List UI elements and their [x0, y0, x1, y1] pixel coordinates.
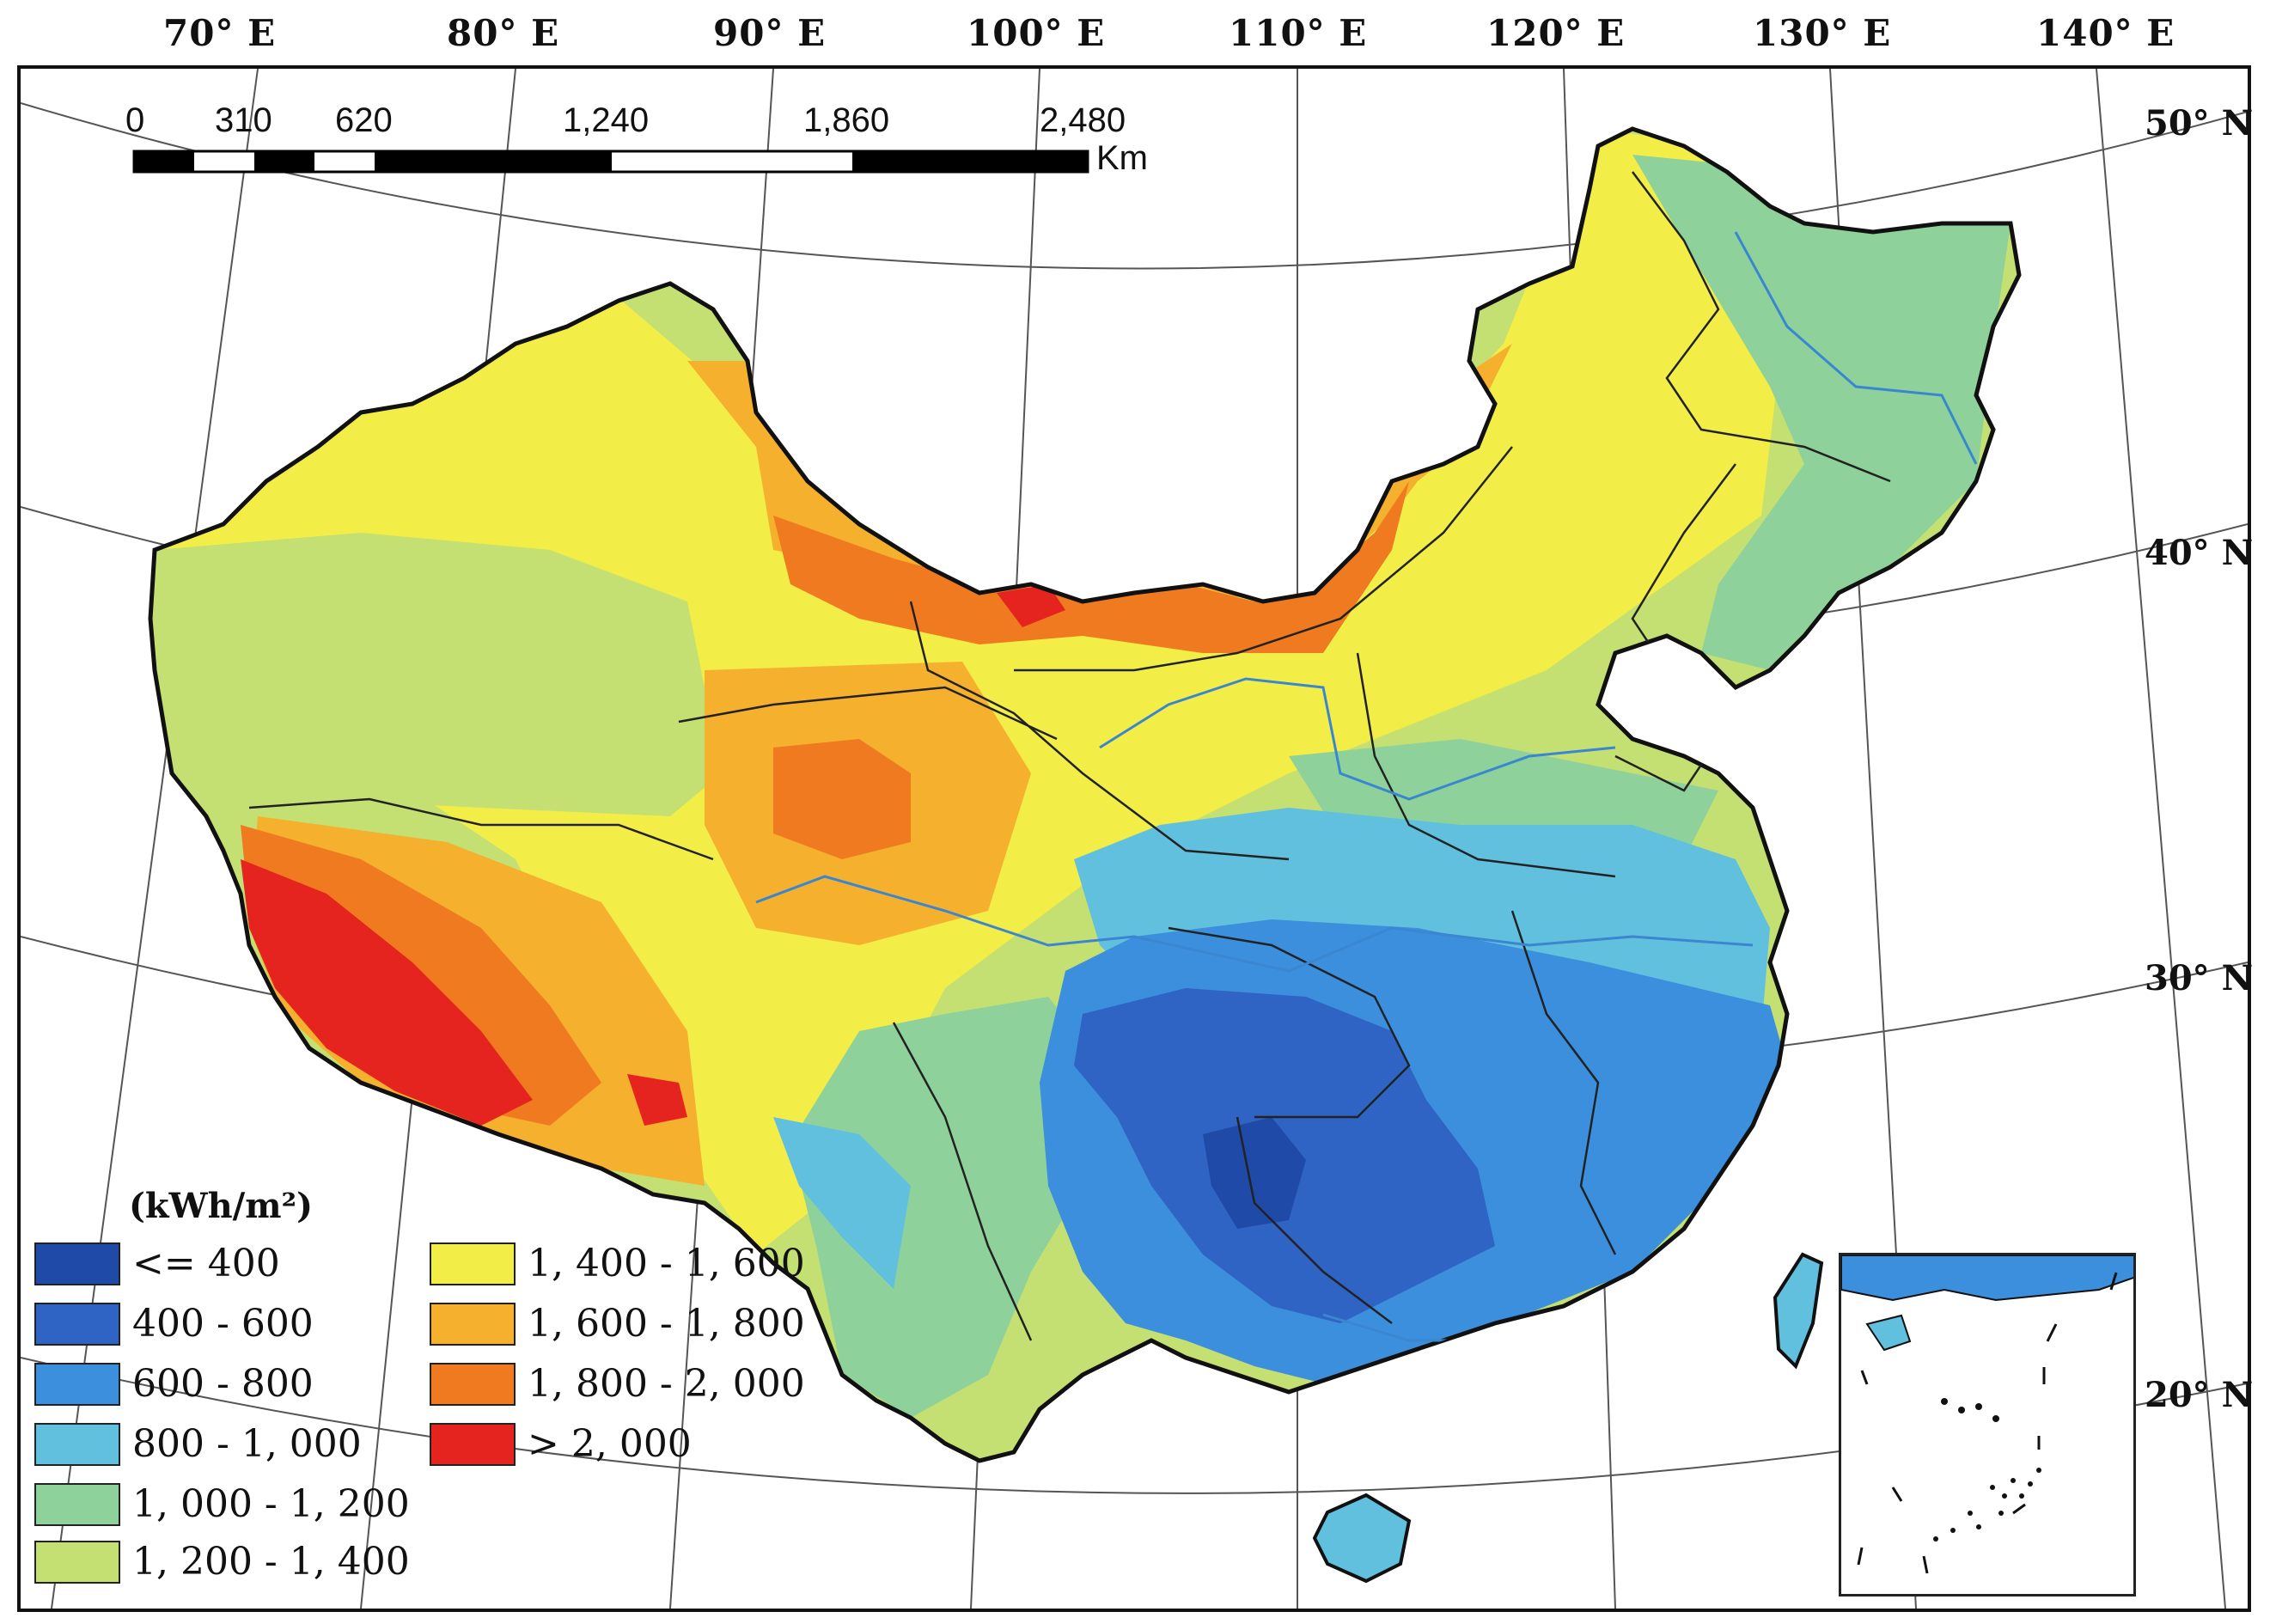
legend-label: 400 - 600 — [132, 1302, 314, 1346]
scale-tick-label: 1,240 — [563, 101, 650, 139]
longitude-label: 140° E — [2036, 12, 2175, 54]
latitude-label: 50° N — [2145, 103, 2254, 143]
legend-label: > 2, 000 — [528, 1422, 692, 1466]
legend-label: 800 - 1, 000 — [132, 1422, 362, 1466]
inset-map-graphic — [1841, 1255, 2133, 1574]
legend-title: (kWh/m²) — [129, 1186, 314, 1226]
legend-label: 1, 600 - 1, 800 — [528, 1302, 805, 1346]
legend-label: 600 - 800 — [132, 1362, 314, 1406]
legend-swatch — [430, 1362, 516, 1406]
hainan-island — [1312, 1493, 1412, 1584]
legend-label: 1, 000 - 1, 200 — [132, 1482, 410, 1526]
legend-item: 400 - 600 — [34, 1302, 314, 1346]
legend-swatch — [34, 1302, 120, 1346]
legend-swatch — [34, 1540, 120, 1584]
legend-swatch — [34, 1482, 120, 1526]
legend-item: > 2, 000 — [430, 1422, 692, 1466]
scale-tick-label: 0 — [125, 101, 145, 139]
legend-swatch — [34, 1362, 120, 1406]
longitude-label: 90° E — [713, 12, 827, 54]
longitude-label: 110° E — [1229, 12, 1368, 54]
legend-swatch — [430, 1302, 516, 1346]
scale-tick-label: 310 — [215, 101, 272, 139]
scale-bar — [132, 150, 1089, 174]
legend-item: 1, 200 - 1, 400 — [34, 1540, 410, 1584]
legend-item: 1, 800 - 2, 000 — [430, 1362, 805, 1406]
longitude-label: 100° E — [967, 12, 1106, 54]
legend-swatch — [430, 1242, 516, 1285]
zone-800-1000 — [773, 808, 1770, 1289]
scale-tick-label: 2,480 — [1040, 101, 1126, 139]
legend-item: 1, 000 - 1, 200 — [34, 1482, 410, 1526]
legend-item: 1, 600 - 1, 800 — [430, 1302, 805, 1346]
inset-map-south-china-sea — [1839, 1253, 2136, 1597]
legend-item: <= 400 — [34, 1242, 280, 1285]
legend-item: 800 - 1, 000 — [34, 1422, 362, 1466]
longitude-label: 80° E — [447, 12, 560, 54]
legend-label: 1, 800 - 2, 000 — [528, 1362, 805, 1406]
scale-tick-label: 1,860 — [803, 101, 890, 139]
zone-under-400 — [1203, 1117, 1306, 1229]
longitude-label: 130° E — [1753, 12, 1892, 54]
legend-swatch — [34, 1422, 120, 1466]
legend-item: 1, 400 - 1, 600 — [430, 1242, 805, 1285]
zone-1800-2000 — [241, 481, 1409, 1126]
legend-label: <= 400 — [132, 1242, 280, 1285]
legend-item: 600 - 800 — [34, 1362, 314, 1406]
latitude-label: 20° N — [2145, 1375, 2254, 1415]
scale-unit-label: Km — [1096, 139, 1148, 177]
legend-label: 1, 400 - 1, 600 — [528, 1242, 805, 1285]
legend-swatch — [430, 1422, 516, 1466]
taiwan-island — [1773, 1252, 1824, 1370]
legend-swatch — [34, 1242, 120, 1285]
longitude-label: 120° E — [1486, 12, 1626, 54]
longitude-label: 70° E — [163, 12, 277, 54]
latitude-label: 40° N — [2145, 533, 2254, 573]
latitude-label: 30° N — [2145, 958, 2254, 998]
legend-label: 1, 200 - 1, 400 — [132, 1540, 410, 1584]
scale-tick-label: 620 — [335, 101, 393, 139]
zone-1000-1200-west — [155, 533, 722, 816]
